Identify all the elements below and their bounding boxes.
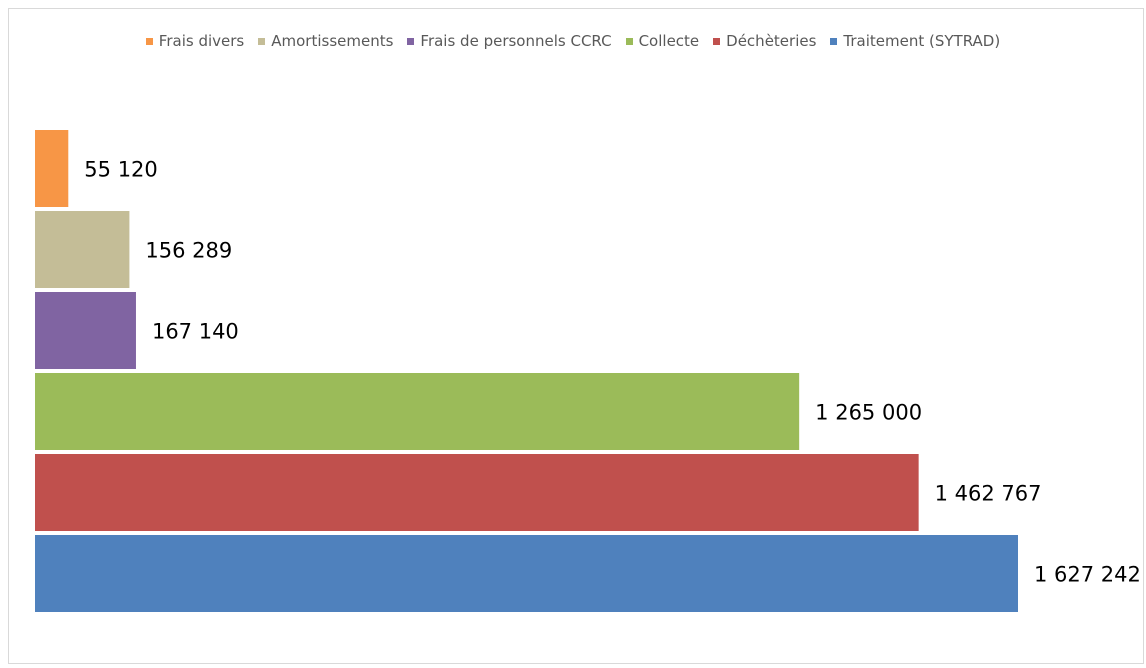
- legend-swatch: [407, 37, 415, 45]
- legend-swatch: [258, 37, 266, 45]
- legend-swatch: [625, 37, 633, 45]
- legend-item: Traitement (SYTRAD): [830, 32, 1000, 50]
- data-label: 167 140: [152, 320, 239, 344]
- legend: Frais divers Amortissements Frais de perso…: [0, 32, 1146, 50]
- bar: [35, 292, 136, 369]
- legend-label: Déchèteries: [726, 32, 817, 50]
- data-label: 55 120: [84, 158, 157, 182]
- legend-label: Frais de personnels CCRC: [420, 32, 612, 50]
- chart-frame: [8, 8, 1144, 664]
- bar: [35, 211, 130, 288]
- legend-swatch: [830, 37, 838, 45]
- legend-label: Traitement (SYTRAD): [843, 32, 1001, 50]
- legend-swatch: [713, 37, 721, 45]
- legend-label: Amortissements: [271, 32, 394, 50]
- legend-swatch: [145, 37, 153, 45]
- bar: [35, 373, 800, 450]
- bar: [35, 454, 919, 531]
- legend-item: Collecte: [625, 32, 700, 50]
- legend-label: Collecte: [638, 32, 700, 50]
- data-label: 1 627 242: [1034, 563, 1141, 587]
- legend-item: Amortissements: [258, 32, 393, 50]
- bar: [35, 130, 69, 207]
- data-label: 1 265 000: [815, 401, 922, 425]
- legend-item: Déchèteries: [713, 32, 816, 50]
- bar: [35, 535, 1018, 612]
- legend-item: Frais divers: [145, 32, 245, 50]
- legend-item: Frais de personnels CCRC: [407, 32, 612, 50]
- legend-label: Frais divers: [158, 32, 245, 50]
- data-label: 156 289: [145, 239, 232, 263]
- data-label: 1 462 767: [935, 482, 1042, 506]
